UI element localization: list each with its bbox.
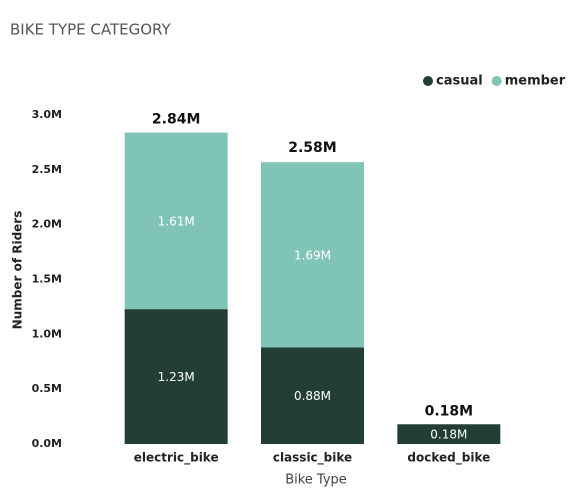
y-tick-label: 1.5M (32, 273, 62, 286)
bar-segment (397, 424, 501, 444)
x-axis-title: Bike Type (285, 473, 347, 488)
value-label: 0.88M (294, 389, 331, 403)
value-label: 1.69M (294, 248, 331, 262)
value-label: 1.23M (158, 370, 195, 384)
value-label: 1.61M (158, 214, 195, 228)
y-tick-label: 3.0M (32, 108, 62, 121)
x-tick-label: electric_bike (134, 451, 219, 466)
x-tick-label: classic_bike (273, 451, 352, 466)
total-label: 2.58M (288, 140, 336, 156)
chart-title: BIKE TYPE CATEGORY (10, 21, 172, 39)
legend-swatch (491, 76, 502, 86)
x-tick-label: docked_bike (407, 451, 490, 466)
y-tick-label: 1.0M (32, 327, 62, 340)
total-label: 2.84M (152, 112, 200, 128)
value-label: 0.18M (430, 428, 467, 442)
y-tick-label: 2.5M (32, 163, 62, 176)
bar-segment (261, 162, 364, 348)
y-tick-label: 0.5M (32, 382, 62, 395)
total-label: 0.18M (425, 403, 473, 419)
y-axis-title: Number of Riders (11, 211, 25, 330)
y-tick-label: 2.0M (32, 218, 62, 231)
legend-label: casual (436, 74, 483, 89)
bar-segment (124, 132, 228, 310)
legend-label: member (505, 74, 566, 89)
bar-segment (261, 347, 364, 444)
legend-swatch (423, 76, 433, 86)
y-tick-label: 0.0M (32, 437, 62, 450)
bar-segment (124, 309, 228, 444)
